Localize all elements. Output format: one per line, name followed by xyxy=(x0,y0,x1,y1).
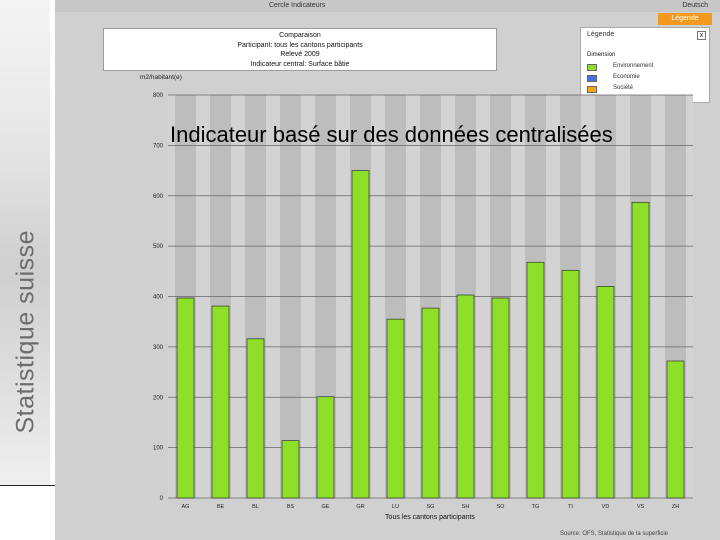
bar xyxy=(351,170,370,499)
y-tick-label: 100 xyxy=(153,446,164,452)
top-bar: Cercle Indicateurs Deutsch xyxy=(55,0,720,12)
x-tick-label: SO xyxy=(497,504,506,510)
x-tick-label: BL xyxy=(252,504,259,510)
x-tick-label: VD xyxy=(602,504,610,510)
x-tick-label: VS xyxy=(637,504,645,510)
app-title: Cercle Indicateurs xyxy=(269,2,326,9)
y-tick-label: 500 xyxy=(153,244,164,250)
bar xyxy=(596,286,615,499)
x-tick-label: GR xyxy=(356,504,364,510)
bar xyxy=(491,297,510,499)
x-tick-label: SG xyxy=(427,504,435,510)
legend-label: Société xyxy=(613,85,634,91)
x-tick-label: BS xyxy=(287,504,295,510)
x-tick-label: ZH xyxy=(672,504,679,510)
bar xyxy=(316,396,335,499)
bar xyxy=(561,269,580,499)
y-tick-label: 0 xyxy=(160,496,164,502)
y-tick-label: 300 xyxy=(153,345,164,351)
brand-strip xyxy=(0,0,50,485)
y-axis-label: m2/habitant(e) xyxy=(140,74,182,81)
bar xyxy=(666,360,685,499)
y-tick-label: 600 xyxy=(153,194,164,200)
bar xyxy=(281,440,300,499)
legend-swatch xyxy=(587,75,597,82)
legend-dimension-title: Dimension xyxy=(587,52,616,58)
bar xyxy=(386,318,405,499)
bar xyxy=(631,201,650,499)
bar xyxy=(246,338,265,499)
y-tick-label: 700 xyxy=(153,143,164,149)
bar xyxy=(211,305,230,499)
legend-title: Légende xyxy=(587,31,615,38)
legend-swatch xyxy=(587,86,597,93)
x-tick-label: AG xyxy=(182,504,190,510)
close-icon[interactable]: x xyxy=(697,31,706,40)
legend-tab[interactable]: Légende xyxy=(658,13,712,25)
divider xyxy=(0,485,56,486)
y-tick-label: 400 xyxy=(153,295,164,301)
bar xyxy=(421,307,440,499)
info-line: Participant: tous les cantons participan… xyxy=(237,41,363,49)
info-line: Comparaison xyxy=(279,32,321,39)
x-axis-label: Tous les cantons participants xyxy=(385,514,475,521)
x-tick-label: BE xyxy=(217,504,225,510)
x-tick-label: LU xyxy=(392,504,399,510)
x-tick-label: GE xyxy=(322,504,330,510)
bar xyxy=(176,297,195,499)
bar xyxy=(526,261,545,499)
info-line: Relevé 2009 xyxy=(280,51,320,58)
info-box: Comparaison Participant: tous les canton… xyxy=(103,28,497,71)
overlay-title: Indicateur basé sur des données centrali… xyxy=(170,122,613,147)
language-link[interactable]: Deutsch xyxy=(682,2,708,9)
x-tick-label: TG xyxy=(532,504,540,510)
legend-label: Environnement xyxy=(613,63,654,69)
info-line: Indicateur central: Surface bâtie xyxy=(250,60,350,68)
y-tick-label: 200 xyxy=(153,395,164,401)
source-note: Source: OFS, Statistique de la superfici… xyxy=(560,531,669,537)
x-tick-label: TI xyxy=(568,504,573,510)
bar xyxy=(456,294,475,499)
y-tick-label: 800 xyxy=(153,93,164,99)
legend-swatch xyxy=(587,64,597,71)
legend-label: Economie xyxy=(613,74,640,80)
x-tick-label: SH xyxy=(462,504,470,510)
legend-panel: Légende x Dimension Environnement Econom… xyxy=(580,27,710,103)
